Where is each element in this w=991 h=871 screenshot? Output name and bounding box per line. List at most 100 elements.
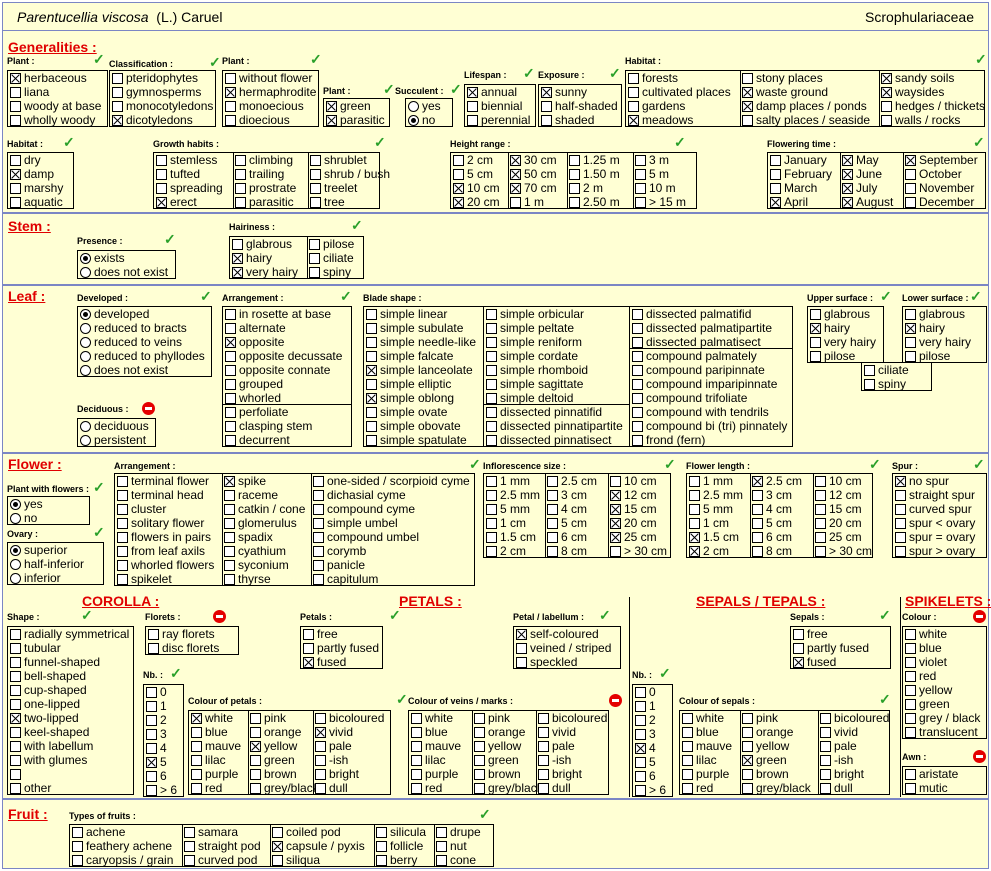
checkbox-yellow[interactable]: yellow <box>903 683 987 697</box>
checkbox[interactable] <box>486 322 497 334</box>
checkbox[interactable] <box>486 336 497 348</box>
checkbox[interactable] <box>842 168 853 180</box>
checkbox-drupe[interactable]: drupe <box>434 825 494 839</box>
checkbox[interactable] <box>224 559 235 571</box>
checkbox-12-cm[interactable]: 12 cm <box>813 488 873 502</box>
checkbox[interactable] <box>810 350 821 362</box>
checkbox[interactable] <box>235 196 246 208</box>
checkbox[interactable] <box>815 517 826 529</box>
checkbox[interactable] <box>232 252 243 264</box>
checkbox[interactable] <box>905 308 916 320</box>
checkbox-6-cm[interactable]: 6 cm <box>750 530 813 544</box>
checkbox-wholly-woody[interactable]: wholly woody <box>8 113 108 127</box>
checkbox-ciliate[interactable]: ciliate <box>307 251 364 265</box>
checkbox-capsule-pyxis[interactable]: capsule / pyxis <box>270 839 374 853</box>
checkbox-straight-pod[interactable]: straight pod <box>182 839 270 853</box>
checkbox-red[interactable]: red <box>409 781 472 795</box>
checkbox-shrublet[interactable]: shrublet <box>308 153 380 167</box>
checkbox[interactable] <box>628 72 639 84</box>
checkbox-brown[interactable]: brown <box>248 767 313 781</box>
checkbox-dry[interactable]: dry <box>8 153 74 167</box>
checkbox-simple-elliptic[interactable]: simple elliptic <box>364 377 484 391</box>
checkbox[interactable] <box>610 503 621 515</box>
checkbox-hairy[interactable]: hairy <box>230 251 307 265</box>
checkbox-1-50-m[interactable]: 1.50 m <box>567 167 633 181</box>
checkbox[interactable] <box>366 406 377 418</box>
checkbox[interactable] <box>474 754 485 766</box>
radio-deciduous[interactable]: deciduous <box>78 419 156 433</box>
checkbox-thyrse[interactable]: thyrse <box>222 572 311 586</box>
checkbox-fused[interactable]: fused <box>301 655 383 669</box>
checkbox[interactable] <box>632 336 643 348</box>
checkbox[interactable] <box>10 768 21 780</box>
checkbox-simple-umbel[interactable]: simple umbel <box>311 516 475 530</box>
checkbox[interactable] <box>547 531 558 543</box>
checkbox[interactable] <box>10 782 21 794</box>
checkbox[interactable] <box>905 196 916 208</box>
checkbox[interactable] <box>538 712 549 724</box>
checkbox[interactable] <box>742 100 753 112</box>
checkbox[interactable] <box>474 740 485 752</box>
checkbox-glabrous[interactable]: glabrous <box>808 307 884 321</box>
checkbox-lilac[interactable]: lilac <box>189 753 248 767</box>
checkbox[interactable] <box>453 168 464 180</box>
checkbox-bright[interactable]: bright <box>536 767 609 781</box>
checkbox--ish[interactable]: -ish <box>818 753 890 767</box>
checkbox[interactable] <box>682 768 693 780</box>
checkbox[interactable] <box>815 531 826 543</box>
checkbox-dissected-pinnatisect[interactable]: dissected pinnatisect <box>484 433 630 447</box>
checkbox[interactable] <box>742 86 753 98</box>
checkbox-compound-bi-tri-pinnately[interactable]: compound bi (tri) pinnately <box>630 419 793 433</box>
checkbox[interactable] <box>486 420 497 432</box>
checkbox[interactable] <box>635 784 646 796</box>
checkbox-hairy[interactable]: hairy <box>903 321 987 335</box>
checkbox[interactable] <box>881 86 892 98</box>
checkbox-5[interactable]: 5 <box>144 755 184 769</box>
checkbox-follicle[interactable]: follicle <box>374 839 434 853</box>
checkbox[interactable] <box>112 100 123 112</box>
checkbox-samara[interactable]: samara <box>182 825 270 839</box>
checkbox[interactable] <box>112 86 123 98</box>
checkbox[interactable] <box>815 489 826 501</box>
checkbox-treelet[interactable]: treelet <box>308 181 380 195</box>
checkbox[interactable] <box>112 72 123 84</box>
checkbox-with-glumes[interactable]: with glumes <box>8 753 134 767</box>
radio-button[interactable] <box>80 350 91 362</box>
checkbox-other[interactable]: other <box>8 781 134 795</box>
checkbox-terminal-flower[interactable]: terminal flower <box>115 474 222 488</box>
checkbox-fused[interactable]: fused <box>791 655 891 669</box>
checkbox-pale[interactable]: pale <box>818 739 890 753</box>
checkbox[interactable] <box>632 420 643 432</box>
checkbox-caryopsis-grain[interactable]: caryopsis / grain <box>70 853 182 867</box>
checkbox[interactable] <box>250 726 261 738</box>
checkbox[interactable] <box>224 517 235 529</box>
checkbox-free[interactable]: free <box>791 627 891 641</box>
checkbox-cluster[interactable]: cluster <box>115 502 222 516</box>
checkbox[interactable] <box>538 782 549 794</box>
radio-superior[interactable]: superior <box>8 543 104 557</box>
radio-button[interactable] <box>80 336 91 348</box>
checkbox[interactable] <box>510 154 521 166</box>
checkbox[interactable] <box>815 503 826 515</box>
checkbox[interactable] <box>905 782 916 794</box>
checkbox[interactable] <box>453 196 464 208</box>
checkbox[interactable] <box>310 196 321 208</box>
checkbox-shaded[interactable]: shaded <box>539 113 622 127</box>
checkbox-4[interactable]: 4 <box>633 741 673 755</box>
checkbox[interactable] <box>635 154 646 166</box>
checkbox[interactable] <box>313 475 324 487</box>
checkbox[interactable] <box>313 573 324 585</box>
checkbox-curved-pod[interactable]: curved pod <box>182 853 270 867</box>
checkbox-flowers-in-pairs[interactable]: flowers in pairs <box>115 530 222 544</box>
checkbox-simple-deltoid[interactable]: simple deltoid <box>484 391 630 405</box>
checkbox-sandy-soils[interactable]: sandy soils <box>879 71 985 85</box>
checkbox-funnel-shaped[interactable]: funnel-shaped <box>8 655 134 669</box>
checkbox-10-cm[interactable]: 10 cm <box>451 181 508 195</box>
checkbox-brown[interactable]: brown <box>740 767 818 781</box>
checkbox[interactable] <box>411 754 422 766</box>
checkbox-waysides[interactable]: waysides <box>879 85 985 99</box>
checkbox-25-cm[interactable]: 25 cm <box>813 530 873 544</box>
checkbox[interactable] <box>366 378 377 390</box>
checkbox[interactable] <box>10 86 21 98</box>
checkbox[interactable] <box>486 503 497 515</box>
